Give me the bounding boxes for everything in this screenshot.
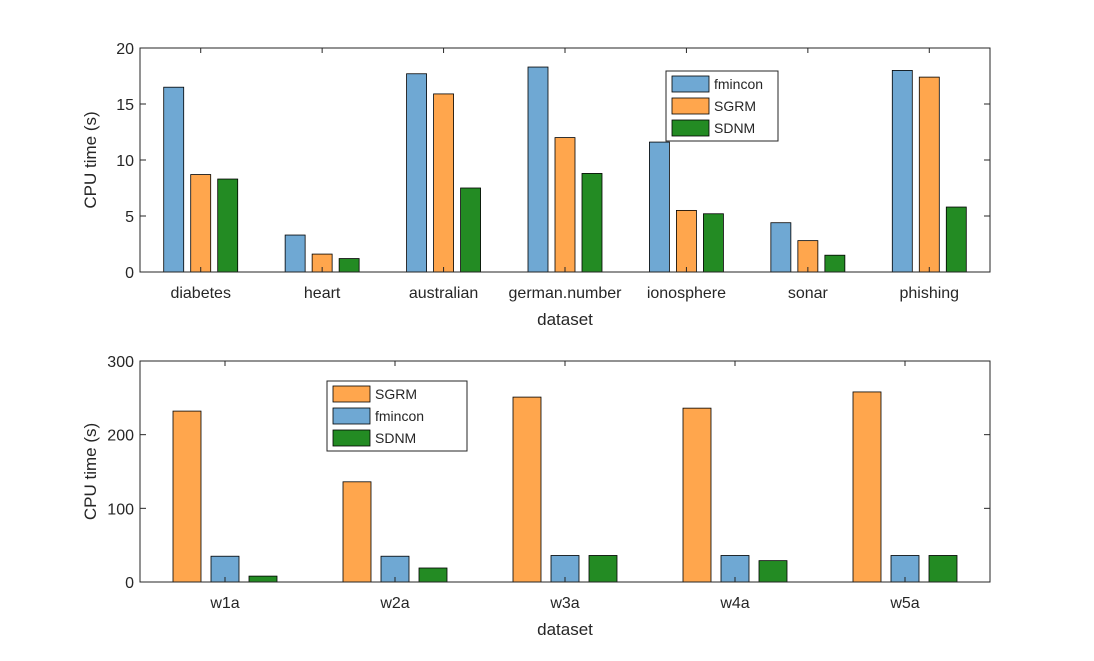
bar-fmincon-australian: fmincon / australian: 17.7 <box>406 73 427 273</box>
bar-sgrm-w3a: SGRM / w3a: 251 <box>512 396 542 583</box>
x-tick-label: w3a <box>549 595 579 612</box>
x-tick-label: phishing <box>899 285 959 302</box>
bar-sdnm-w5a: SDNM / w5a: 36 <box>928 555 958 583</box>
plot-area <box>140 361 990 582</box>
bar-sdnm-w2a: SDNM / w2a: 19 <box>418 567 448 583</box>
bar-sgrm-australian: SGRM / australian: 15.9 <box>433 93 454 273</box>
y-tick-label: 15 <box>116 97 134 114</box>
bar-fmincon-diabetes: fmincon / diabetes: 16.5 <box>163 86 185 273</box>
y-tick-label: 0 <box>125 265 134 282</box>
legend-label-sgrm: SGRM <box>375 386 417 402</box>
bar-sgrm-w4a: SGRM / w4a: 236 <box>682 407 712 583</box>
y-tick-label: 20 <box>116 41 134 58</box>
x-tick-label: sonar <box>788 285 829 302</box>
y-tick-label: 0 <box>125 575 134 592</box>
bar-sgrm-ionosphere: SGRM / ionosphere: 5.5 <box>676 209 697 273</box>
bar-sdnm-sonar: SDNM / sonar: 1.5 <box>824 254 846 273</box>
legend-label-sgrm: SGRM <box>714 98 756 114</box>
x-tick-label: w1a <box>209 595 239 612</box>
x-tick-label: diabetes <box>170 285 231 302</box>
bar-sgrm-w5a: SGRM / w5a: 258 <box>852 391 882 583</box>
x-tick-label: w4a <box>719 595 749 612</box>
legend-swatch-sgrm <box>671 97 710 115</box>
legend-label-fmincon: fmincon <box>714 76 763 92</box>
bar-sgrm-w2a: SGRM / w2a: 136 <box>342 481 372 583</box>
bar-sgrm-german-number: SGRM / german.number: 12 <box>554 137 576 273</box>
y-tick-label: 200 <box>107 428 134 445</box>
bar-fmincon-ionosphere: fmincon / ionosphere: 11.6 <box>649 141 670 273</box>
y-tick-label: 10 <box>116 153 134 170</box>
bar-sdnm-ionosphere: SDNM / ionosphere: 5.2 <box>703 213 724 273</box>
y-tick-label: 5 <box>125 209 134 226</box>
bar-fmincon-german-number: fmincon / german.number: 18.3 <box>527 66 549 273</box>
bar-sgrm-diabetes: SGRM / diabetes: 8.7 <box>190 174 212 273</box>
x-axis-label: dataset <box>537 620 593 639</box>
bar-sdnm-w4a: SDNM / w4a: 29 <box>758 560 788 583</box>
bar-sdnm-w3a: SDNM / w3a: 36 <box>588 555 618 583</box>
legend-swatch-sdnm <box>332 429 371 447</box>
legend-swatch-sgrm <box>332 385 371 403</box>
bar-sdnm-phishing: SDNM / phishing: 5.8 <box>945 206 967 273</box>
x-tick-label: german.number <box>509 285 623 302</box>
legend-label-sdnm: SDNM <box>375 430 416 446</box>
bar-fmincon-sonar: fmincon / sonar: 4.4 <box>770 222 792 273</box>
bar-sdnm-heart: SDNM / heart: 1.2 <box>338 258 360 273</box>
bar-sdnm-diabetes: SDNM / diabetes: 8.3 <box>217 178 239 273</box>
axes-box <box>139 47 991 273</box>
bar-fmincon-phishing: fmincon / phishing: 18 <box>891 70 913 273</box>
x-tick-label: w5a <box>889 595 919 612</box>
chart-1: fmincon / diabetes: 16.5SGRM / diabetes:… <box>81 41 991 329</box>
x-axis-label: dataset <box>537 310 593 329</box>
legend-swatch-fmincon <box>332 407 371 425</box>
x-tick-label: australian <box>409 285 478 302</box>
x-tick-label: heart <box>304 285 341 302</box>
legend-swatch-fmincon <box>671 75 710 93</box>
bar-sdnm-australian: SDNM / australian: 7.5 <box>460 187 481 273</box>
x-tick-label: w2a <box>379 595 409 612</box>
axes-box <box>139 360 991 583</box>
bar-sdnm-w1a: SDNM / w1a: 8 <box>248 575 278 583</box>
y-axis-label: CPU time (s) <box>81 423 100 520</box>
bar-sgrm-w1a: SGRM / w1a: 232 <box>172 410 202 583</box>
bar-sgrm-phishing: SGRM / phishing: 17.4 <box>918 76 940 273</box>
legend: fmincon SGRM SDNM <box>665 70 779 142</box>
bar-sdnm-german-number: SDNM / german.number: 8.8 <box>581 173 603 273</box>
chart-2: SGRM / w1a: 232fmincon / w1a: 35SDNM / w… <box>81 354 991 639</box>
legend: SGRM fmincon SDNM <box>326 380 468 452</box>
y-tick-label: 100 <box>107 501 134 518</box>
legend-label-fmincon: fmincon <box>375 408 424 424</box>
y-axis-label: CPU time (s) <box>81 111 100 208</box>
x-tick-label: ionosphere <box>647 285 726 302</box>
bar-fmincon-heart: fmincon / heart: 3.3 <box>284 234 306 273</box>
legend-swatch-sdnm <box>671 119 710 137</box>
legend-label-sdnm: SDNM <box>714 120 755 136</box>
y-tick-label: 300 <box>107 354 134 371</box>
